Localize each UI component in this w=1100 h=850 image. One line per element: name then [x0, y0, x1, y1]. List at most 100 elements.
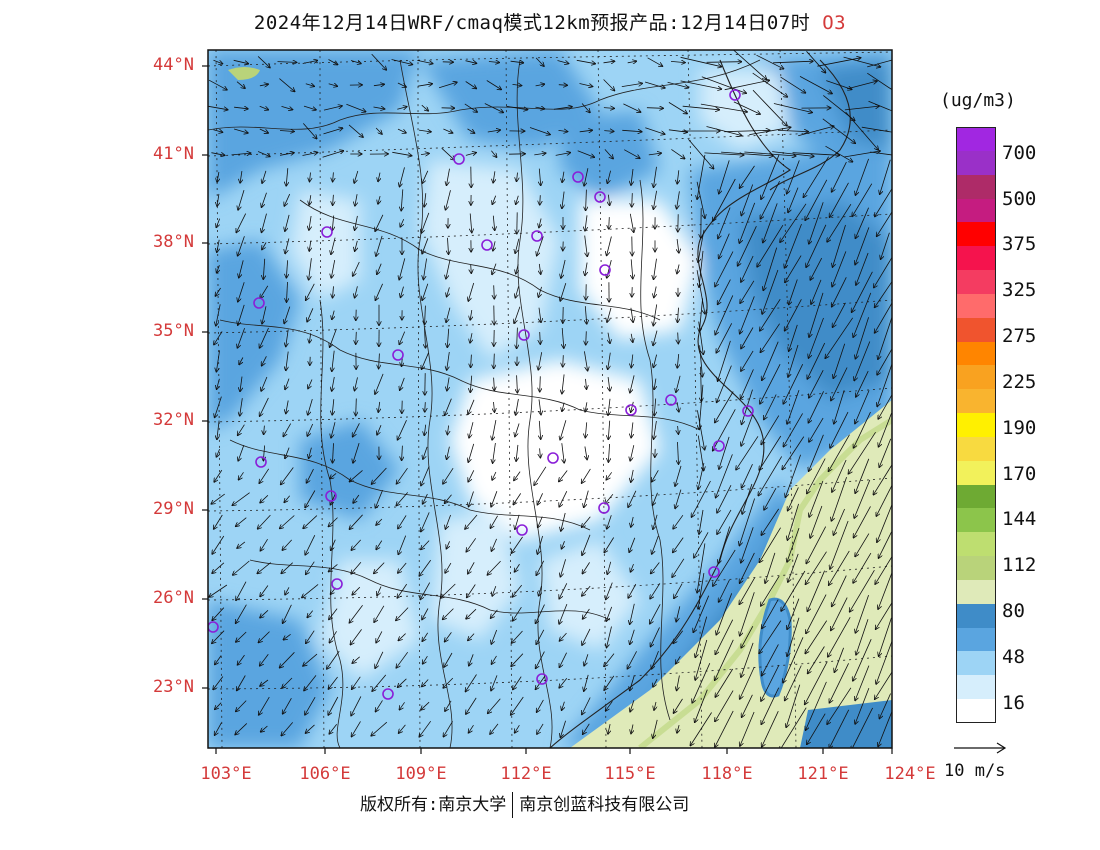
monitoring-sites — [208, 89, 754, 700]
wind-vector — [487, 130, 500, 132]
wind-vector — [833, 508, 845, 535]
wind-vector — [376, 235, 383, 256]
wind-vector — [742, 464, 753, 488]
wind-vector — [492, 195, 497, 205]
wind-vector — [701, 366, 702, 402]
wind-vector — [629, 213, 633, 232]
wind-vector — [673, 537, 684, 553]
wind-vector — [562, 171, 564, 183]
lat-label: 44°N — [153, 55, 194, 75]
wind-vector — [833, 224, 846, 267]
wind-vector — [261, 376, 268, 391]
wind-vector — [803, 156, 829, 198]
wind-vector — [375, 489, 383, 508]
wind-vector — [516, 444, 518, 461]
wind-vector — [371, 721, 388, 736]
wind-vector — [540, 376, 541, 391]
wind-vector — [425, 305, 426, 325]
wind-vector — [628, 583, 637, 598]
wind-vector — [715, 391, 734, 423]
wind-vector — [397, 82, 406, 87]
wind-vector — [792, 152, 840, 156]
wind-vector — [787, 389, 800, 424]
wind-vector — [560, 632, 567, 641]
wind-vector — [286, 260, 287, 277]
wind-vector — [762, 341, 779, 381]
wind-vector — [260, 285, 269, 298]
wind-vector — [706, 126, 742, 136]
wind-vector — [603, 108, 614, 109]
wind-vector — [491, 609, 498, 618]
wind-vector — [680, 56, 722, 66]
wind-vector — [352, 656, 360, 663]
wind-vector — [443, 721, 453, 736]
wind-vector — [350, 470, 363, 481]
wind-vector — [470, 310, 472, 320]
wind-vector — [843, 151, 880, 158]
wind-vector — [470, 213, 472, 233]
wind-vector — [763, 247, 778, 291]
wind-vector — [738, 226, 757, 266]
colorbar-label: 170 — [1002, 463, 1037, 485]
wind-vector — [706, 62, 742, 63]
pollutant-label: O3 — [822, 12, 847, 34]
wind-vector — [424, 193, 426, 207]
wind-vector — [579, 83, 593, 87]
wind-vector — [309, 447, 312, 459]
wind-vector — [846, 81, 877, 90]
wind-vector — [678, 425, 679, 434]
wind-vector — [696, 270, 705, 314]
wind-vector — [490, 515, 498, 528]
wind-vector — [491, 538, 497, 551]
wind-vector — [855, 687, 870, 724]
wind-vector — [584, 235, 588, 257]
wind-vector — [444, 652, 453, 667]
colorbar-label: 700 — [1002, 142, 1037, 164]
wind-vector — [445, 632, 452, 641]
wind-vector — [329, 608, 338, 620]
wind-vector — [761, 664, 780, 701]
wind-vector — [586, 378, 587, 389]
wind-vector — [286, 329, 288, 347]
wind-vector — [351, 696, 362, 715]
wind-vector — [420, 153, 429, 154]
wind-vector — [699, 345, 703, 376]
wind-vector — [356, 398, 357, 416]
wind-vector — [447, 168, 450, 186]
wind-vector — [670, 61, 685, 62]
wind-vector — [397, 583, 408, 598]
wind-vector — [425, 328, 426, 348]
wind-vector — [576, 59, 595, 63]
site-marker — [321, 226, 333, 238]
wind-vector — [582, 697, 591, 715]
site-marker — [531, 230, 543, 242]
wind-vector — [608, 194, 609, 206]
wind-vector — [443, 608, 454, 620]
wind-vector — [515, 238, 520, 253]
wind-vector — [443, 128, 452, 133]
wind-vector — [328, 696, 339, 715]
wind-vector — [494, 285, 495, 298]
wind-vector — [811, 279, 822, 304]
wind-vector — [584, 168, 589, 186]
wind-vector — [400, 218, 403, 227]
wind-vector — [741, 350, 754, 371]
wind-vector — [421, 512, 430, 531]
wind-vector — [651, 562, 660, 574]
wind-vector — [464, 103, 477, 112]
wind-vector — [445, 514, 451, 529]
wind-vector — [213, 676, 224, 690]
wind-vector — [809, 480, 824, 517]
wind-vector — [260, 538, 268, 551]
wind-vector — [237, 327, 245, 348]
wind-vector — [805, 620, 828, 654]
wind-vector — [785, 665, 802, 701]
wind-vector — [699, 298, 703, 331]
wind-vector — [631, 516, 633, 527]
wind-vector — [279, 153, 294, 156]
lon-label: 106°E — [299, 764, 351, 784]
wind-vector — [217, 239, 219, 252]
site-marker — [208, 621, 219, 633]
wind-vector — [215, 655, 222, 665]
